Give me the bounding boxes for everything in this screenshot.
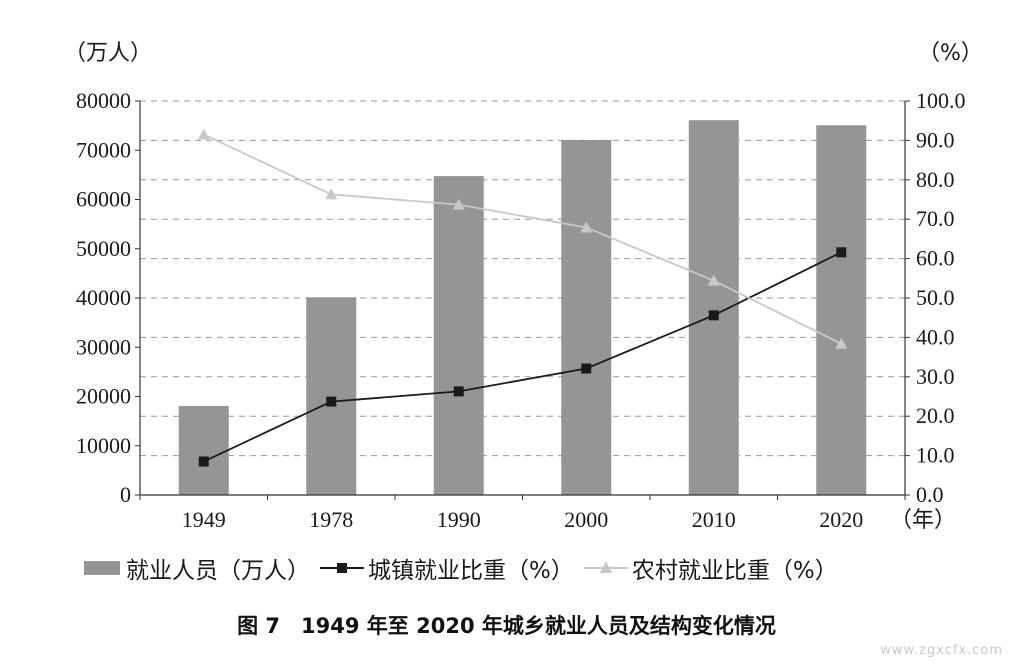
left-tick-label: 20000 [76,384,131,409]
left-tick-label: 0 [120,482,131,507]
point-rural-1949 [197,128,210,140]
point-rural-1978 [325,188,338,200]
x-tick-label: 2020 [819,507,863,532]
x-tick-label: 1949 [182,507,226,532]
x-tick-label: 2010 [692,507,736,532]
point-urban-2000 [581,363,592,374]
point-urban-1978 [326,396,337,407]
bar-1949 [178,405,229,495]
legend-swatch-rural [583,558,628,578]
right-tick-label: 10.0 [916,443,955,468]
point-rural-2000 [580,221,593,233]
point-rural-2020 [835,337,848,349]
right-tick-label: 70.0 [916,206,955,231]
legend-item-employment: 就业人员（万人） [84,551,310,585]
right-tick-label: 30.0 [916,364,955,389]
line-urban [203,251,842,463]
x-tick-label: 2000 [564,507,608,532]
right-tick-label: 60.0 [916,246,955,271]
legend-swatch-bar [84,561,120,575]
line-rural [203,133,842,345]
right-axis-unit: （%） [918,41,983,66]
right-tick-label: 0.0 [916,482,944,507]
left-axis-unit: （万人） [64,41,152,66]
left-tick-label: 40000 [76,285,131,310]
point-rural-1990 [452,198,465,210]
point-urban-2020 [836,247,847,258]
bar-1990 [433,176,484,495]
figure-caption: 图 7 1949 年至 2020 年城乡就业人员及结构变化情况 [237,614,776,638]
legend-label-employment: 就业人员（万人） [126,558,310,584]
right-tick-label: 50.0 [916,285,955,310]
point-urban-1949 [198,456,209,467]
left-tick-label: 30000 [76,334,131,359]
point-rural-2010 [707,274,720,286]
bar-1978 [306,297,357,495]
left-tick-label: 80000 [76,88,131,113]
bar-2000 [561,139,612,495]
legend-swatch-urban [320,558,364,578]
x-tick-label: 1978 [309,507,353,532]
left-tick-label: 70000 [76,137,131,162]
x-axis-unit: （年） [890,508,956,533]
left-tick-label: 50000 [76,236,131,261]
chart-canvas: 0 10000 20000 30000 40000 50000 60000 70000 8000… [64,41,983,533]
right-tick-label: 20.0 [916,403,955,428]
point-urban-2010 [708,310,719,321]
right-tick-label: 40.0 [916,324,955,349]
legend-item-rural: 农村就业比重（%） [583,551,838,585]
point-urban-1990 [453,386,464,397]
right-tick-label: 80.0 [916,167,955,192]
watermark: www.zgxcfx.com [880,643,1003,658]
right-tick-label: 90.0 [916,127,955,152]
right-tick-label: 100.0 [916,88,966,113]
left-tick-label: 10000 [76,433,131,458]
left-tick-label: 60000 [76,187,131,212]
chart-legend: 就业人员（万人） 城镇就业比重（%） 农村就业比重（%） [84,551,848,585]
legend-label-urban: 城镇就业比重（%） [368,558,574,584]
bar-2020 [816,125,867,495]
legend-label-rural: 农村就业比重（%） [631,558,838,584]
legend-item-urban: 城镇就业比重（%） [320,551,574,585]
x-tick-label: 1990 [437,507,481,532]
